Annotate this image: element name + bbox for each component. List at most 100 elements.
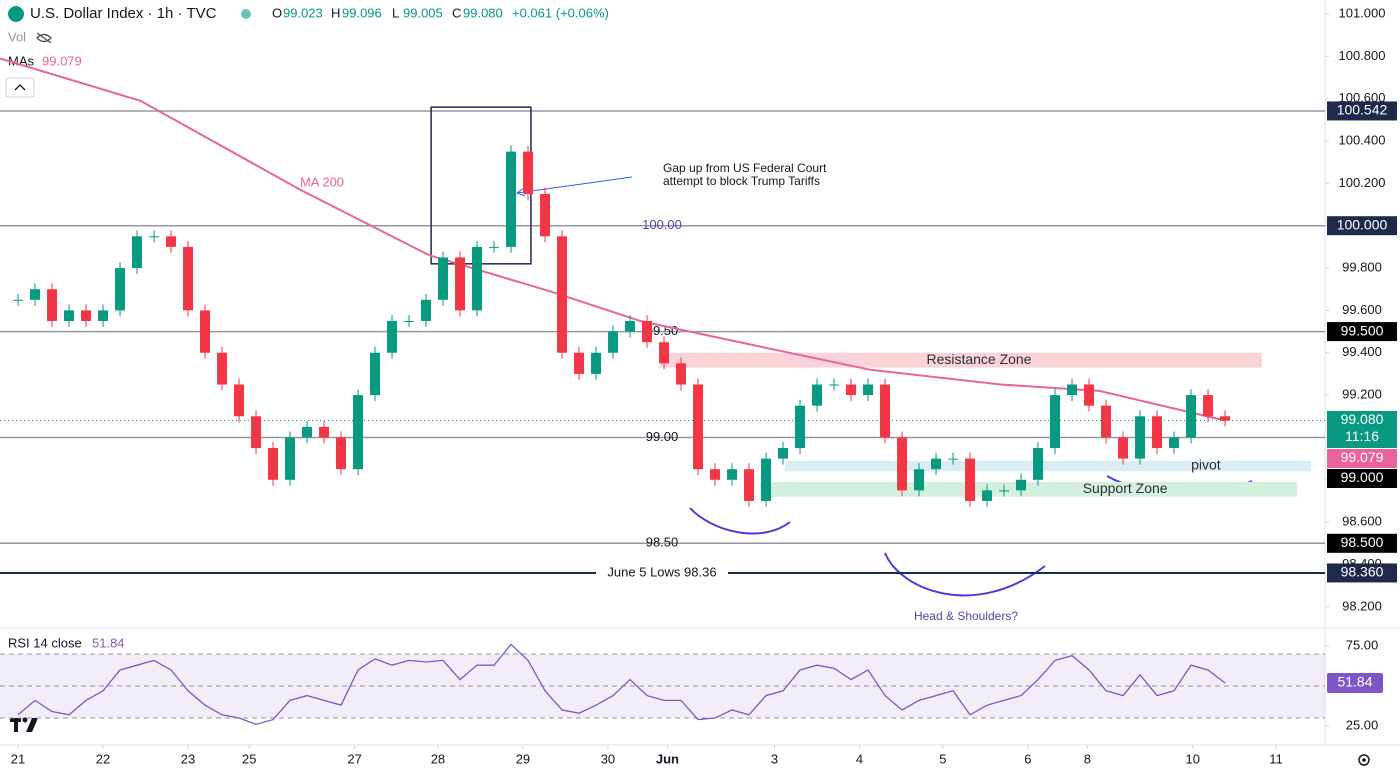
candle [676,363,687,385]
candle [1118,437,1129,459]
symbol-title: U.S. Dollar Index · 1h · TVC [30,5,217,22]
price-tag-label: 99.079 [1341,449,1384,465]
candle [268,448,279,480]
candle [166,236,177,247]
settings-icon[interactable] [1358,754,1370,766]
ma-line [0,57,1226,422]
annotation: Head & Shoulders? [914,609,1018,623]
candle [1135,416,1146,459]
mas-label: MAs [8,53,35,68]
y-tick-label: 100.800 [1339,48,1386,63]
candle [438,257,449,300]
candle [30,289,41,300]
price-tag-label: 100.542 [1337,102,1388,118]
ohlc-value: 99.005 [403,5,443,20]
price-tag [1327,563,1397,583]
x-tick-label: 29 [516,751,530,766]
rsi-tag [1327,673,1383,694]
candle [557,236,568,353]
candle [370,352,381,396]
x-tick-label: 5 [939,751,946,766]
candle [625,320,636,332]
price-tag-label: 98.360 [1341,564,1384,580]
candle [353,395,364,470]
level-note: June 5 Lows 98.36 [607,564,716,579]
candle [1220,416,1231,421]
candle [795,405,806,449]
candle [149,236,160,238]
y-tick-label: 100.400 [1339,132,1386,147]
y-tick-label: 100.200 [1339,175,1386,190]
ohlc-value: 99.023 [283,5,323,20]
mas-value: 99.079 [42,53,82,68]
zone [785,460,1312,472]
candle [965,458,976,501]
level-note: 98.50 [646,535,679,550]
candle [880,384,891,438]
candle [642,320,653,343]
zone-label: pivot [1191,457,1221,473]
candle [1016,479,1027,491]
candle [336,437,347,470]
price-tag [1327,322,1397,342]
candle [472,246,483,311]
price-tag-label: 100.000 [1337,216,1388,232]
candle [761,458,772,501]
zone-label: Support Zone [1083,480,1168,496]
x-tick-label: 28 [431,751,445,766]
candle [574,352,585,374]
candle [64,310,75,321]
annotation-arrow [515,176,633,197]
x-tick-label: 6 [1024,751,1031,766]
candle [948,458,959,460]
ohlc-key: C [452,5,461,20]
y-tick-label: 25.00 [1346,717,1379,732]
candle [914,469,925,491]
candle [302,426,313,438]
candle [1050,395,1061,449]
x-tick-label: 4 [856,751,863,766]
candle [846,384,857,396]
x-tick-label: 22 [96,751,110,766]
candle [81,310,92,321]
candle [319,426,330,438]
candle [1169,437,1180,449]
candle [285,437,296,480]
candle [1084,384,1095,406]
candle [1033,448,1044,480]
candle [778,448,789,459]
rsi-tag-label: 51.84 [1337,674,1372,690]
vol-label: Vol [8,29,26,44]
y-tick-label: 98.200 [1342,598,1382,613]
candle [200,310,211,353]
candle [744,469,755,501]
candle [659,342,670,364]
x-tick-label: 11 [1269,751,1283,766]
x-tick-label: 3 [771,751,778,766]
candle [1067,384,1078,396]
y-tick-label: 99.800 [1342,259,1382,274]
level-note: 99.00 [646,429,679,444]
collapse-button[interactable] [5,77,35,98]
candle [1152,416,1163,449]
candle [115,268,126,311]
y-tick-label: 99.600 [1342,302,1382,317]
candle [455,257,466,311]
price-tag-label: 11:16 [1345,428,1379,444]
y-tick-label: 99.400 [1342,344,1382,359]
ohlc-key: L [392,5,399,20]
candle [591,352,602,374]
candle [1203,395,1214,417]
candle [812,384,823,406]
level-note-bg [596,563,728,582]
zone-label: Resistance Zone [926,351,1031,367]
y-tick-label: 99.200 [1342,387,1382,402]
candle [1101,405,1112,438]
rsi-value: 51.84 [92,635,125,650]
ohlc-value: 99.080 [463,5,503,20]
change: +0.061 (+0.06%) [512,5,609,20]
x-tick-label: 10 [1186,751,1200,766]
candle [931,458,942,470]
zone [760,481,1297,497]
